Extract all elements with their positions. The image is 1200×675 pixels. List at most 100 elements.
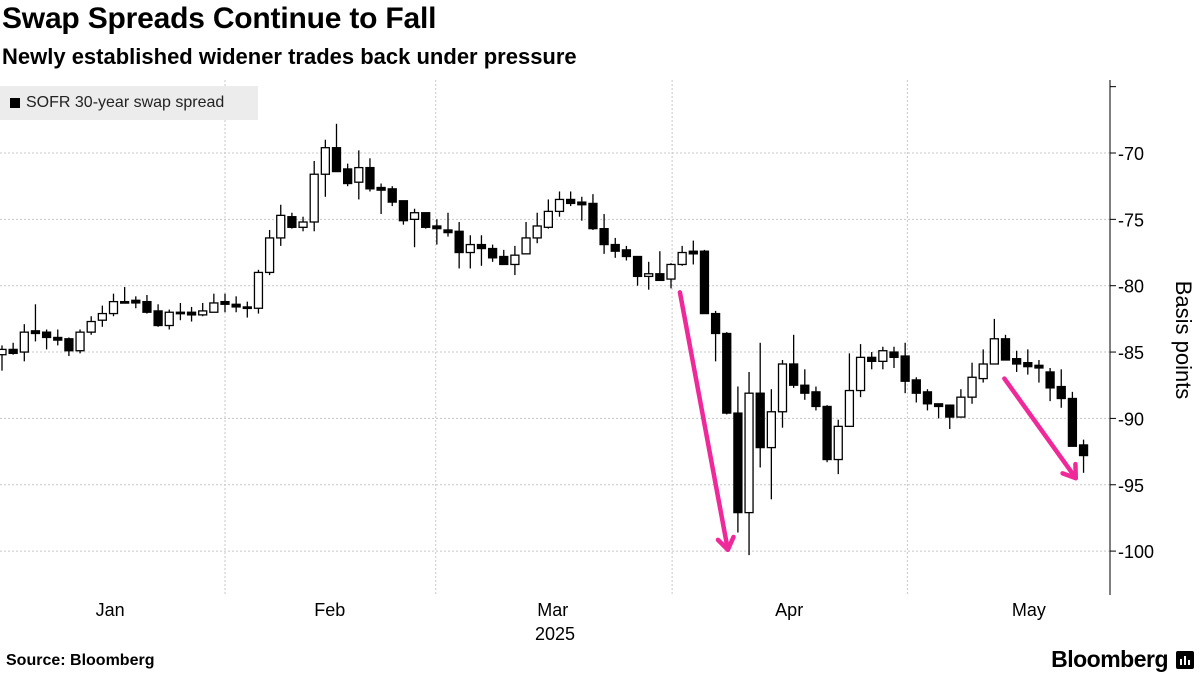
x-year-label: 2025 (535, 624, 575, 644)
candle-up (510, 245, 520, 276)
candle-up (833, 419, 843, 475)
candle-down (53, 329, 63, 346)
candle-down (1000, 334, 1011, 361)
candle-body (1000, 338, 1011, 361)
candle-up (264, 229, 275, 276)
candle-body (220, 300, 230, 305)
candle-body (844, 389, 855, 428)
candle-body (655, 273, 665, 282)
candle-body (766, 411, 776, 449)
candle-down (699, 249, 710, 315)
candle-down (1023, 349, 1033, 375)
candle-down (1078, 439, 1089, 473)
candle-up (766, 389, 776, 500)
candle-body (342, 168, 353, 185)
candle-up (0, 345, 7, 371)
candle-down (1034, 360, 1044, 383)
candle-body (175, 311, 186, 315)
candle-body (354, 166, 364, 183)
candle-up (276, 204, 286, 246)
candle-body (164, 311, 174, 327)
candle-body (644, 273, 654, 278)
candle-up (554, 191, 565, 217)
arrow-head (1060, 461, 1078, 481)
candle-down (789, 334, 799, 388)
candle-down (867, 352, 877, 370)
candle-body (365, 166, 375, 190)
y-tick-label: -75 (1118, 210, 1144, 230)
candle-body (588, 202, 598, 230)
candle-down (722, 332, 732, 415)
annotation-arrows (677, 290, 1078, 553)
y-axis-label: Basis points (1171, 281, 1196, 400)
candle-down (120, 287, 130, 304)
candle-body (1012, 358, 1022, 365)
candle-up (164, 309, 174, 330)
candle-down (755, 342, 765, 468)
candle-body (1056, 385, 1066, 400)
arrow-head (715, 534, 736, 553)
candle-down (8, 342, 18, 355)
candle-down (231, 296, 241, 313)
candle-down (599, 214, 609, 254)
candle-body (487, 247, 498, 259)
candle-body (186, 311, 197, 316)
candle-body (710, 312, 721, 335)
candle-up (86, 316, 96, 335)
chart-title: Swap Spreads Continue to Fall (2, 2, 437, 35)
legend: SOFR 30-year swap spread (0, 86, 258, 120)
candle-up (777, 360, 788, 428)
candle-down (41, 329, 52, 350)
candle-up (253, 269, 264, 314)
candle-up (108, 293, 119, 317)
candle-body (867, 356, 877, 362)
bloomberg-logo: Bloomberg (1051, 646, 1194, 673)
candle-down (131, 296, 141, 309)
x-month-label: May (1012, 600, 1046, 620)
candle-down (342, 163, 353, 187)
candle-up (666, 263, 676, 289)
candle-down (1012, 350, 1022, 372)
candle-down (621, 245, 632, 261)
candle-up (989, 318, 999, 365)
candle-up (198, 302, 208, 317)
candle-up (209, 293, 219, 313)
candle-body (677, 251, 687, 266)
candle-body (967, 376, 977, 398)
candle-body (443, 229, 453, 234)
x-month-label: Jan (96, 600, 125, 620)
candle-up (744, 371, 754, 556)
candle-body (8, 348, 18, 355)
candle-body (0, 348, 7, 356)
candle-up (878, 346, 888, 370)
candle-body (131, 299, 141, 304)
candle-body (19, 331, 29, 353)
logo-text: Bloomberg (1051, 646, 1168, 672)
candle-body (1078, 444, 1089, 457)
candle-up (967, 362, 977, 404)
candle-down (421, 212, 431, 229)
candle-down (175, 302, 186, 321)
candle-body (566, 198, 576, 205)
candle-body (142, 300, 152, 313)
candle-down (331, 123, 342, 173)
candle-body (911, 379, 921, 394)
candle-down (800, 369, 810, 400)
candle-down (499, 249, 509, 266)
candle-down (1045, 367, 1055, 402)
candle-down (487, 244, 498, 262)
candle-down (632, 255, 643, 286)
candle-body (800, 384, 810, 394)
candle-up (409, 208, 420, 248)
bloomberg-chart-icon (1176, 650, 1194, 669)
candle-down (911, 377, 921, 403)
candle-body (253, 271, 264, 309)
candle-body (120, 300, 130, 304)
candle-down (933, 403, 944, 419)
candle-body (945, 404, 955, 418)
candle-down (64, 337, 74, 357)
legend-swatch (10, 98, 20, 108)
candle-up (978, 349, 988, 383)
candle-down (387, 186, 397, 207)
